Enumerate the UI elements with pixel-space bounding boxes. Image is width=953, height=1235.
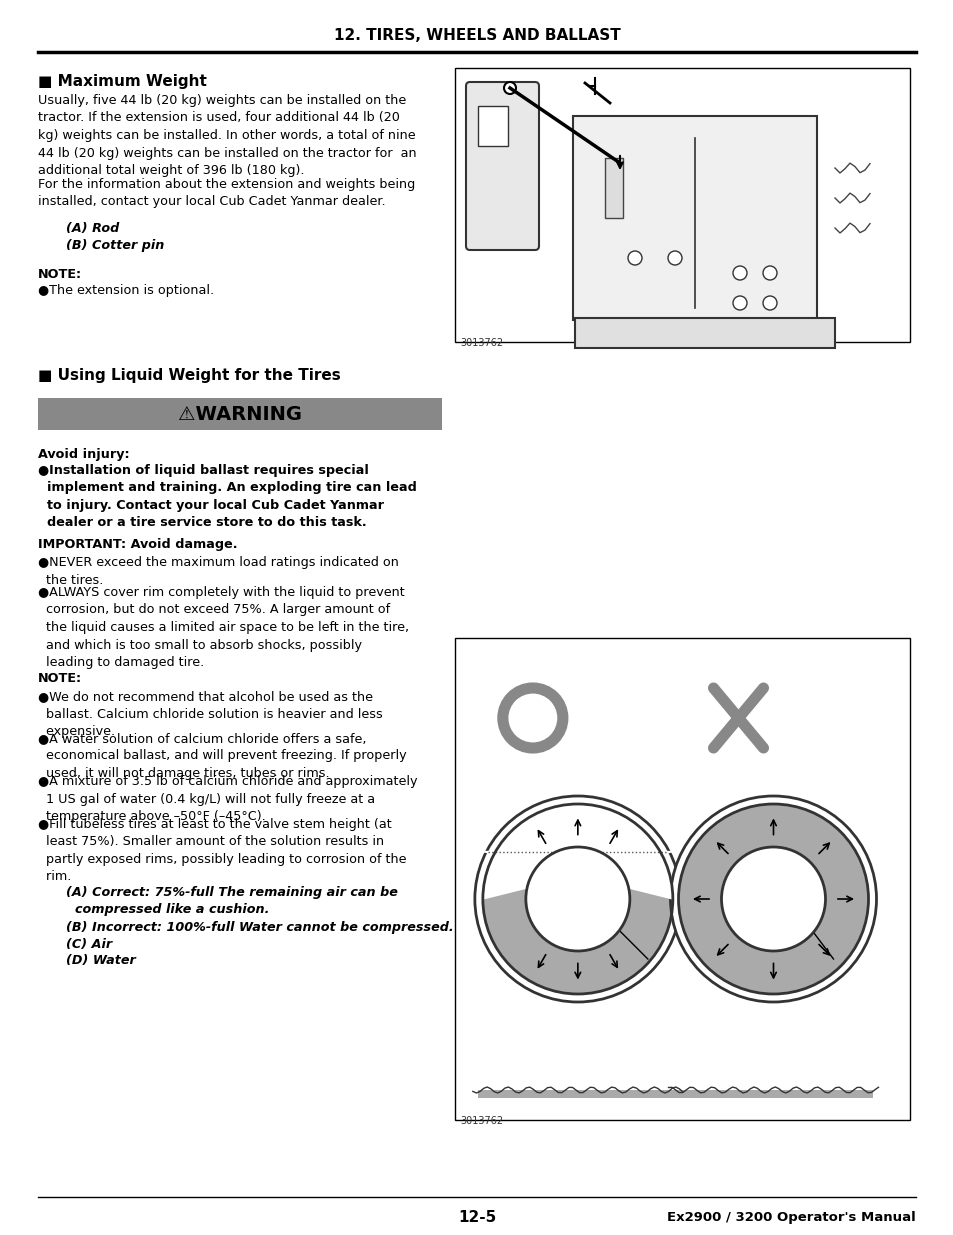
Text: ●ALWAYS cover rim completely with the liquid to prevent
  corrosion, but do not : ●ALWAYS cover rim completely with the li… [38,585,409,669]
Bar [604,158,622,219]
Circle shape [482,804,672,994]
Text: ●The extension is optional.: ●The extension is optional. [38,284,213,296]
Text: 3013762: 3013762 [459,1116,502,1126]
Text: Usually, five 44 lb (20 kg) weights can be installed on the
tractor. If the exte: Usually, five 44 lb (20 kg) weights can … [38,94,416,177]
Circle shape [667,251,681,266]
Circle shape [502,688,562,748]
Circle shape [525,847,629,951]
Text: ●Fill tubeless tires at least to the valve stem height (at
  least 75%). Smaller: ●Fill tubeless tires at least to the val… [38,818,406,883]
Bar [477,1091,678,1098]
Text: ●We do not recommend that alcohol be used as the
  ballast. Calcium chloride sol: ●We do not recommend that alcohol be use… [38,690,382,739]
Text: ●A mixture of 3.5 lb of calcium chloride and approximately
  1 US gal of water (: ●A mixture of 3.5 lb of calcium chloride… [38,776,417,823]
Text: Ex2900 / 3200 Operator's Manual: Ex2900 / 3200 Operator's Manual [666,1212,915,1224]
Text: (A) Correct: 75%-full The remaining air can be
  compressed like a cushion.: (A) Correct: 75%-full The remaining air … [66,885,397,916]
Circle shape [503,82,516,94]
Text: 12-5: 12-5 [457,1210,496,1225]
Circle shape [720,847,824,951]
Circle shape [762,296,776,310]
Text: 12. TIRES, WHEELS AND BALLAST: 12. TIRES, WHEELS AND BALLAST [334,27,619,42]
Text: ●NEVER exceed the maximum load ratings indicated on
  the tires.: ●NEVER exceed the maximum load ratings i… [38,556,398,587]
Text: For the information about the extension and weights being
installed, contact you: For the information about the extension … [38,178,415,209]
Circle shape [762,266,776,280]
Text: 3013762: 3013762 [459,338,502,348]
Polygon shape [482,804,672,899]
Bar [455,638,909,1120]
Circle shape [678,804,867,994]
Text: (A) Rod: (A) Rod [66,222,119,235]
Text: IMPORTANT: Avoid damage.: IMPORTANT: Avoid damage. [38,538,237,551]
Text: ●A water solution of calcium chloride offers a safe,
  economical ballast, and w: ●A water solution of calcium chloride of… [38,732,406,781]
Text: ■ Using Liquid Weight for the Tires: ■ Using Liquid Weight for the Tires [38,368,340,383]
Text: (D) Water: (D) Water [66,953,135,967]
Text: ●Installation of liquid ballast requires special
  implement and training. An ex: ●Installation of liquid ballast requires… [38,464,416,530]
Circle shape [670,797,876,1002]
Bar [477,106,507,146]
Bar [38,398,441,430]
FancyBboxPatch shape [573,116,816,320]
Text: NOTE:: NOTE: [38,268,82,282]
Text: (B) Incorrect: 100%-full Water cannot be compressed.: (B) Incorrect: 100%-full Water cannot be… [66,921,454,934]
Circle shape [475,797,680,1002]
Circle shape [732,296,746,310]
Text: ⚠WARNING: ⚠WARNING [178,405,302,424]
Bar [575,317,834,348]
Bar [455,68,909,342]
Circle shape [732,266,746,280]
Text: ■ Maximum Weight: ■ Maximum Weight [38,74,207,89]
Circle shape [627,251,641,266]
Text: Avoid injury:: Avoid injury: [38,448,130,461]
FancyBboxPatch shape [465,82,538,249]
Text: (B) Cotter pin: (B) Cotter pin [66,240,164,252]
Text: NOTE:: NOTE: [38,672,82,685]
Bar [673,1091,873,1098]
Text: (C) Air: (C) Air [66,939,112,951]
